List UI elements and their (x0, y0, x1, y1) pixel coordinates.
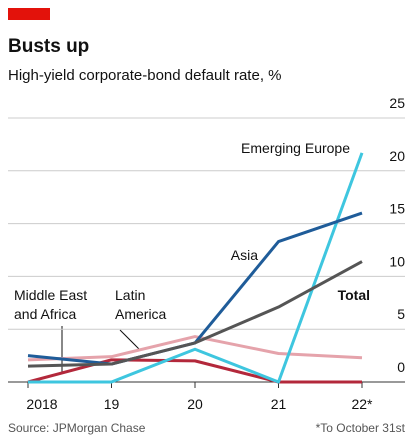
annotation-pointer (119, 329, 141, 351)
series-label: Latin America (115, 287, 167, 322)
x-tick-label: 19 (104, 396, 120, 412)
series-line (27, 358, 362, 384)
y-tick-label: 5 (397, 306, 405, 322)
series-label: Asia (231, 247, 258, 263)
series-line (27, 260, 363, 368)
y-tick-label: 25 (389, 95, 405, 111)
x-tick-label: 2018 (26, 396, 57, 412)
series-label: Total (338, 287, 370, 303)
note: *To October 31st (316, 421, 406, 435)
brand-tag (8, 8, 50, 20)
x-tick-label: 21 (271, 396, 287, 412)
x-tick-label: 20 (187, 396, 203, 412)
series-label: Middle East and Africa (14, 287, 87, 322)
x-tick-label: 22* (351, 396, 373, 412)
chart-subtitle: High-yield corporate-bond default rate, … (8, 67, 282, 84)
series-line (27, 335, 363, 362)
chart-title: Busts up (8, 36, 89, 57)
y-tick-label: 15 (389, 201, 405, 217)
y-tick-label: 0 (397, 359, 405, 375)
y-tick-label: 20 (389, 148, 405, 164)
series-label: Emerging Europe (241, 140, 350, 156)
y-tick-label: 10 (389, 253, 405, 269)
source: Source: JPMorgan Chase (8, 421, 146, 435)
series-line (28, 152, 364, 384)
